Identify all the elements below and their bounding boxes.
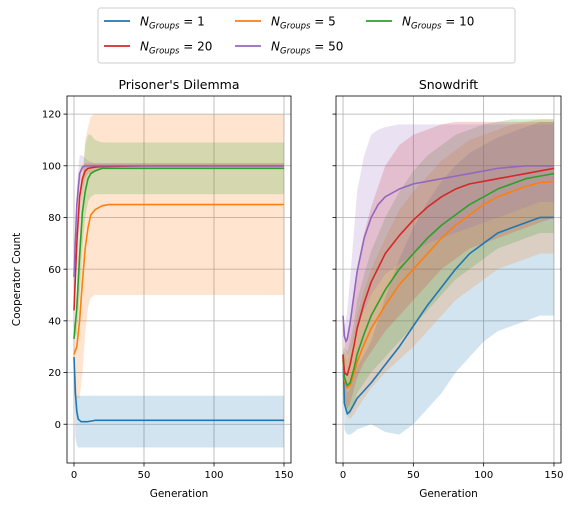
legend-label: NGroups = 5 [271,15,336,32]
y-tick-label: 80 [48,213,61,224]
x-axis-label: Generation [150,488,209,500]
plot-area [73,114,284,448]
series-line [73,357,284,423]
y-tick-label: 0 [55,420,61,431]
legend: NGroups = 1 NGroups = 5 NGroups = 10 NGroup… [97,7,516,64]
axes-frame [66,95,292,464]
x-tick-label: 50 [138,470,151,481]
std-band [74,134,284,339]
x-tick-label: 150 [274,470,293,481]
series-line [73,164,284,277]
x-tick-label: 150 [544,470,563,481]
y-tick-label: 100 [42,161,61,172]
legend-label: NGroups = 1 [140,15,205,32]
series-line [73,167,284,340]
legend-label: NGroups = 10 [402,15,474,32]
x-tick-label: 0 [71,470,77,481]
std-band [74,357,284,448]
y-tick-label: 60 [48,265,61,276]
y-tick-label: 120 [42,110,61,121]
panel-title: Prisoner's Dilemma [118,77,239,92]
series-line [342,167,555,376]
series-line [342,172,555,387]
plot-area [342,119,555,435]
std-band [74,114,284,399]
x-tick-label: 100 [204,470,223,481]
series-line [73,203,284,355]
y-tick-label: 40 [48,316,61,327]
x-tick-label: 0 [340,470,346,481]
legend-label: NGroups = 50 [271,40,343,57]
series-line [342,180,555,389]
x-tick-label: 50 [407,470,420,481]
panel-title: Snowdrift [419,77,478,92]
std-band [343,119,554,420]
x-tick-label: 100 [474,470,493,481]
panel-snowdrift: 0 50 100 150 Snowdrift Generation [332,77,564,500]
legend-box [97,7,516,64]
y-tick-label: 20 [48,368,61,379]
std-band [343,124,554,358]
y-axis-label: Cooperator Count [11,233,23,326]
std-band [343,121,554,409]
series-line [342,164,554,343]
panel-prisoners-dilemma: 0 50 100 150 0 20 40 60 80 100 120 Prisoner's Dilem… [11,77,294,500]
axes-frame [335,95,562,464]
x-axis-label: Generation [419,488,478,500]
legend-label: NGroups = 20 [140,40,212,57]
std-band [343,119,554,414]
series-line [342,216,554,415]
